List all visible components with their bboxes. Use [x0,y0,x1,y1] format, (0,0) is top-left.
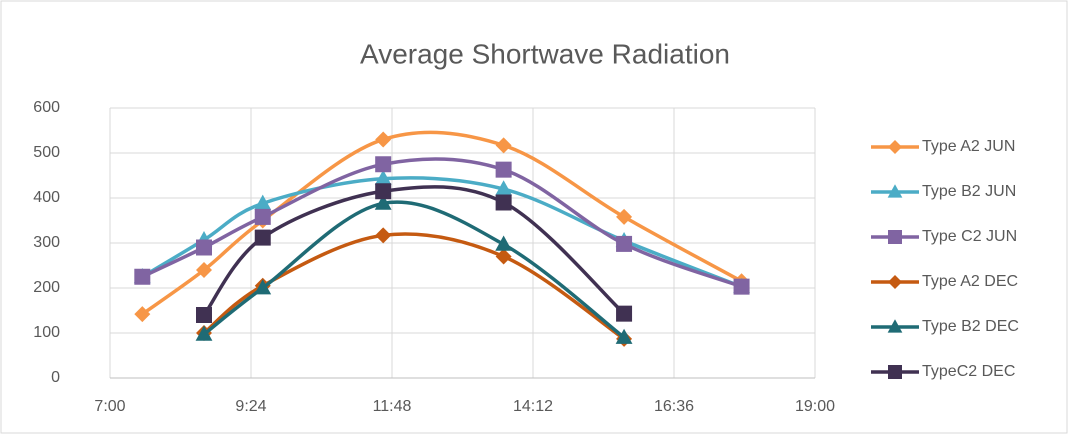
marker [616,235,633,252]
marker [196,307,212,323]
y-tick-label: 100 [33,324,60,341]
marker [375,156,392,173]
y-tick-label: 200 [33,279,60,296]
marker [616,305,633,322]
legend-label: Type C2 JUN [922,228,1017,245]
y-tick-label: 400 [33,189,60,206]
marker [195,325,213,341]
marker [374,169,392,186]
legend-label: Type A2 DEC [922,273,1018,290]
marker [375,227,392,244]
chart-title: Average Shortwave Radiation [360,38,730,69]
y-tick-label: 300 [33,234,60,251]
x-tick-label: 19:00 [795,398,835,415]
marker [615,328,633,344]
marker [888,230,902,244]
x-tick-label: 11:48 [373,398,412,415]
marker [375,131,392,148]
legend-label: TypeC2 DEC [922,363,1015,380]
marker [495,248,512,265]
marker [495,137,512,154]
x-tick-label: 16:36 [654,398,694,415]
x-tick-label: 9:24 [235,398,266,415]
marker [254,194,272,210]
y-tick-label: 500 [33,144,60,161]
marker [733,278,750,295]
y-tick-label: 600 [33,99,60,116]
x-tick-label: 14:12 [513,398,553,415]
marker [887,319,903,333]
legend-label: Type A2 JUN [922,138,1015,155]
marker [196,239,212,256]
marker [616,208,633,225]
series-line [202,232,626,341]
x-tick-label: 7:00 [94,398,125,415]
y-tick-label: 0 [51,369,60,386]
marker [374,194,392,210]
marker [888,365,902,379]
marker [888,140,902,154]
marker [495,235,513,251]
marker [495,194,512,211]
marker [254,279,272,295]
marker [254,229,271,246]
marker [254,208,271,225]
legend-label: Type B2 DEC [922,318,1019,335]
marker [495,180,513,196]
marker [375,183,392,200]
marker [134,268,151,285]
marker [196,262,212,278]
marker [887,184,903,198]
legend-label: Type B2 JUN [922,183,1016,200]
marker [134,306,151,323]
marker [495,161,512,178]
marker [888,275,902,289]
